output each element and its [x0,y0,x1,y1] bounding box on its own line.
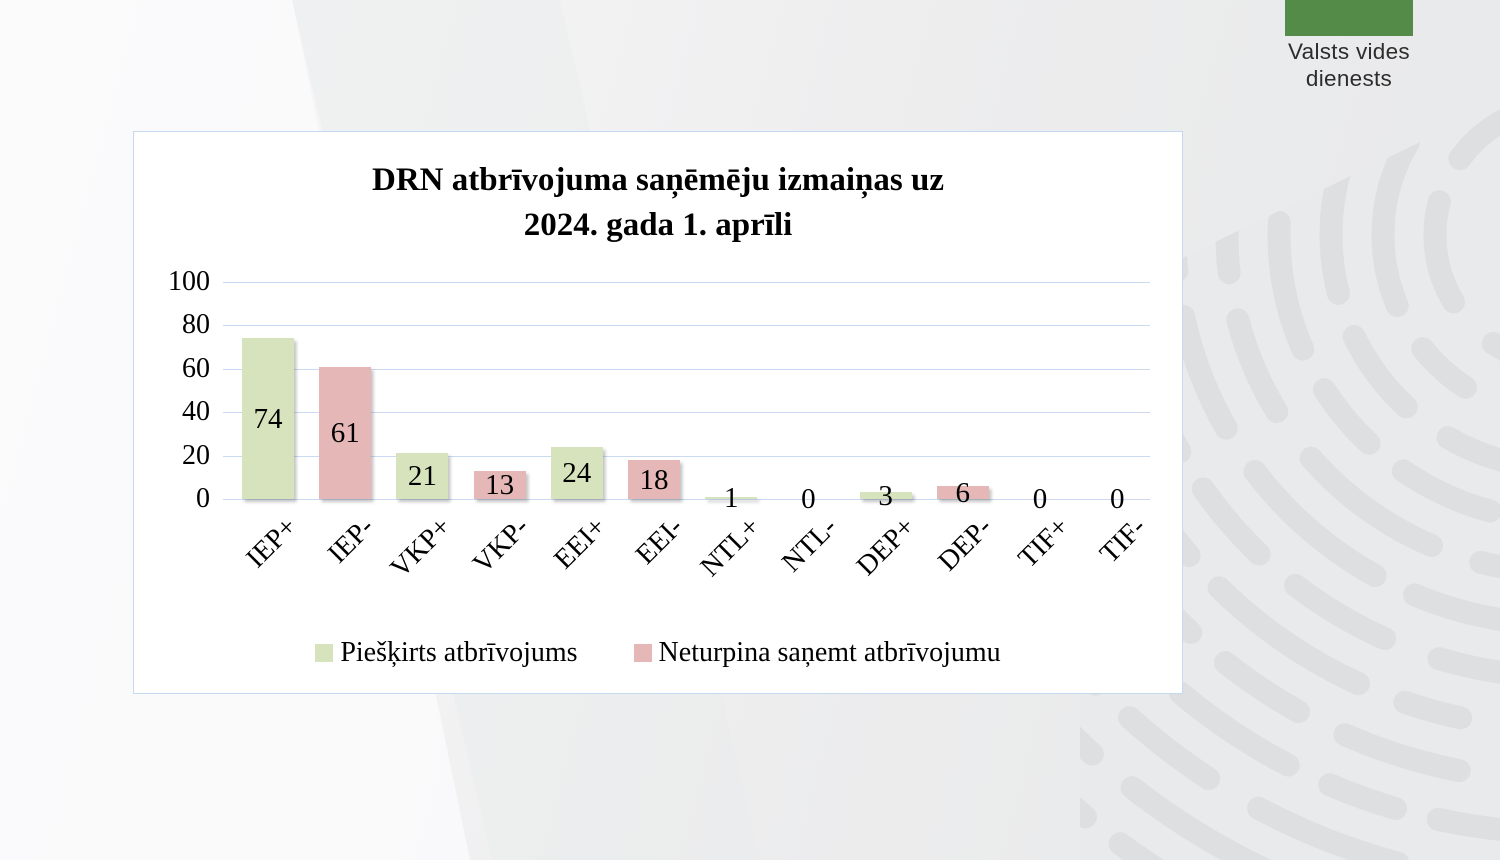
legend-swatch-icon [633,644,652,662]
logo-text-line1: Valsts vides [1288,39,1410,64]
bar-value-NTL-: 0 [801,483,816,515]
logo-text: Valsts vides dienests [1254,38,1444,92]
chart-title-line2: 2024. gada 1. aprīli [523,206,793,243]
bar-DEP- [936,486,989,499]
bar-value-EEI+: 24 [562,457,592,489]
chart-legend: Piešķirts atbrīvojums Neturpina saņemt at… [134,638,1182,668]
y-axis-tick-80: 80 [182,309,210,341]
valsts-vides-dienests-logo [1285,0,1413,36]
bar-VKP- [473,471,526,499]
bar-value-VKP-: 13 [485,469,515,501]
bar-EEI+ [550,447,603,499]
bar-NTL+ [705,497,758,499]
logo-text-line2: dienests [1305,66,1393,91]
bar-value-IEP+: 74 [253,402,283,435]
y-axis-tick-100: 100 [168,266,210,297]
gridline-60 [223,368,1150,370]
gridline-40 [223,412,1150,414]
y-axis-tick-40: 40 [182,396,210,428]
chart-card: DRN atbrīvojuma saņēmēju izmaiņas uz 202… [133,131,1183,694]
y-axis-tick-0: 0 [196,483,210,514]
bar-DEP+ [859,492,912,499]
bar-value-TIF-: 0 [1109,483,1125,515]
chart-title: DRN atbrīvojuma saņēmēju izmaiņas uz 202… [134,158,1182,248]
legend-label: Piešķirts atbrīvojums [340,637,578,668]
bar-value-NTL+: 1 [723,482,739,514]
bar-value-DEP+: 3 [878,479,893,512]
gridline-20 [223,455,1150,457]
legend-entry: Piešķirts atbrīvojums [315,637,578,668]
y-axis-tick-60: 60 [182,352,210,384]
gridline-100 [223,282,1150,283]
bar-IEP- [319,367,372,499]
gridline-80 [223,325,1150,327]
bar-value-VKP+: 21 [407,460,437,492]
bar-value-EEI-: 18 [639,463,669,496]
bar-value-IEP-: 61 [330,417,360,449]
bar-value-DEP-: 6 [955,476,971,509]
bar-IEP+ [242,338,294,499]
y-axis-tick-20: 20 [182,439,210,471]
bar-value-TIF+: 0 [1032,483,1048,515]
bar-VKP+ [396,453,449,499]
legend-entry: Neturpina saņemt atbrīvojumu [633,637,1001,668]
gridline-0 [223,499,1150,500]
legend-label: Neturpina saņemt atbrīvojumu [658,637,1001,668]
bar-EEI- [628,460,680,499]
legend-swatch-icon [315,644,334,662]
chart-title-line1: DRN atbrīvojuma saņēmēju izmaiņas uz [372,162,944,198]
